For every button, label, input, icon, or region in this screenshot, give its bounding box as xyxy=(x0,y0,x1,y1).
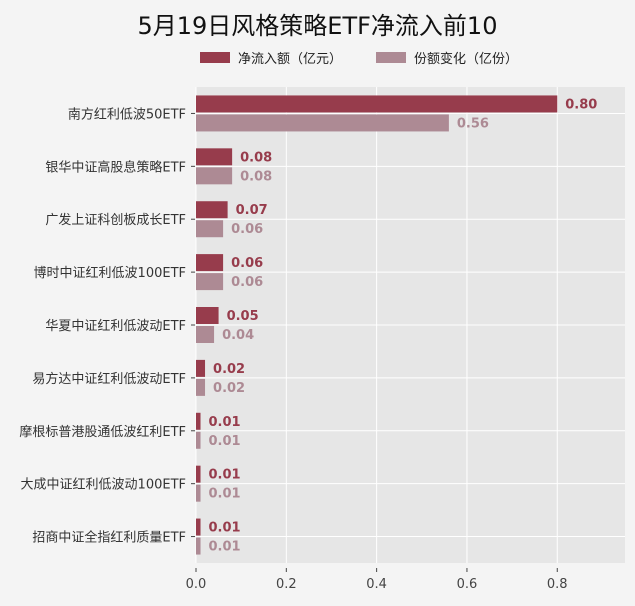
bar xyxy=(196,114,449,132)
bar xyxy=(196,254,224,272)
data-label: 0.05 xyxy=(227,309,259,324)
data-label: 0.08 xyxy=(240,169,272,184)
data-label: 0.01 xyxy=(209,521,241,536)
bar xyxy=(196,412,201,430)
legend-label: 净流入额（亿元） xyxy=(238,52,343,67)
legend-item-share-change: 份额变化（亿份） xyxy=(376,48,518,67)
data-label: 0.02 xyxy=(213,362,245,377)
data-label: 0.01 xyxy=(209,468,241,483)
chart-title: 5月19日风格策略ETF净流入前10 xyxy=(137,12,498,40)
category-label: 博时中证红利低波100ETF xyxy=(34,265,186,281)
legend: 净流入额（亿元） 份额变化（亿份） xyxy=(200,48,518,67)
bar xyxy=(196,273,224,291)
category-label: 广发上证科创板成长ETF xyxy=(45,212,186,228)
legend-label: 份额变化（亿份） xyxy=(414,52,519,67)
bar xyxy=(196,95,558,113)
legend-item-net-inflow: 净流入额（亿元） xyxy=(200,48,342,67)
data-label: 0.01 xyxy=(209,487,241,502)
bar xyxy=(196,431,201,449)
data-label: 0.56 xyxy=(457,116,489,131)
legend-swatch xyxy=(376,52,407,63)
data-label: 0.01 xyxy=(209,540,241,555)
category-label: 招商中证全指红利质量ETF xyxy=(32,530,186,546)
x-tick-label: 0.8 xyxy=(547,577,568,592)
data-label: 0.08 xyxy=(240,150,272,165)
x-tick-label: 0.6 xyxy=(457,577,478,592)
bar xyxy=(196,201,228,219)
bar xyxy=(196,465,201,483)
bar xyxy=(196,359,206,377)
category-label: 摩根标普港股通低波红利ETF xyxy=(19,424,186,440)
bar xyxy=(196,148,233,166)
data-label: 0.06 xyxy=(231,275,263,290)
data-label: 0.02 xyxy=(213,381,245,396)
data-label: 0.07 xyxy=(236,203,268,218)
category-label: 易方达中证红利低波动ETF xyxy=(32,371,186,387)
bar xyxy=(196,378,206,396)
category-label: 大成中证红利低波动100ETF xyxy=(21,477,186,493)
category-label: 华夏中证红利低波动ETF xyxy=(45,318,186,334)
bar xyxy=(196,167,233,185)
data-label: 0.04 xyxy=(222,328,254,343)
bar xyxy=(196,307,219,324)
data-label: 0.01 xyxy=(209,415,241,430)
data-label: 0.01 xyxy=(209,434,241,449)
data-label: 0.80 xyxy=(565,97,597,112)
legend-swatch xyxy=(200,52,230,63)
bar xyxy=(196,326,215,343)
category-label: 南方红利低波50ETF xyxy=(68,106,186,122)
bar xyxy=(196,537,201,555)
x-tick-label: 0.0 xyxy=(186,577,207,592)
x-tick-label: 0.2 xyxy=(276,577,297,592)
x-tick-label: 0.4 xyxy=(366,577,387,592)
bar xyxy=(196,484,201,502)
bar xyxy=(196,518,201,536)
bar xyxy=(196,220,224,238)
data-label: 0.06 xyxy=(231,222,263,237)
category-label: 银华中证高股息策略ETF xyxy=(45,159,186,175)
data-label: 0.06 xyxy=(231,256,263,271)
